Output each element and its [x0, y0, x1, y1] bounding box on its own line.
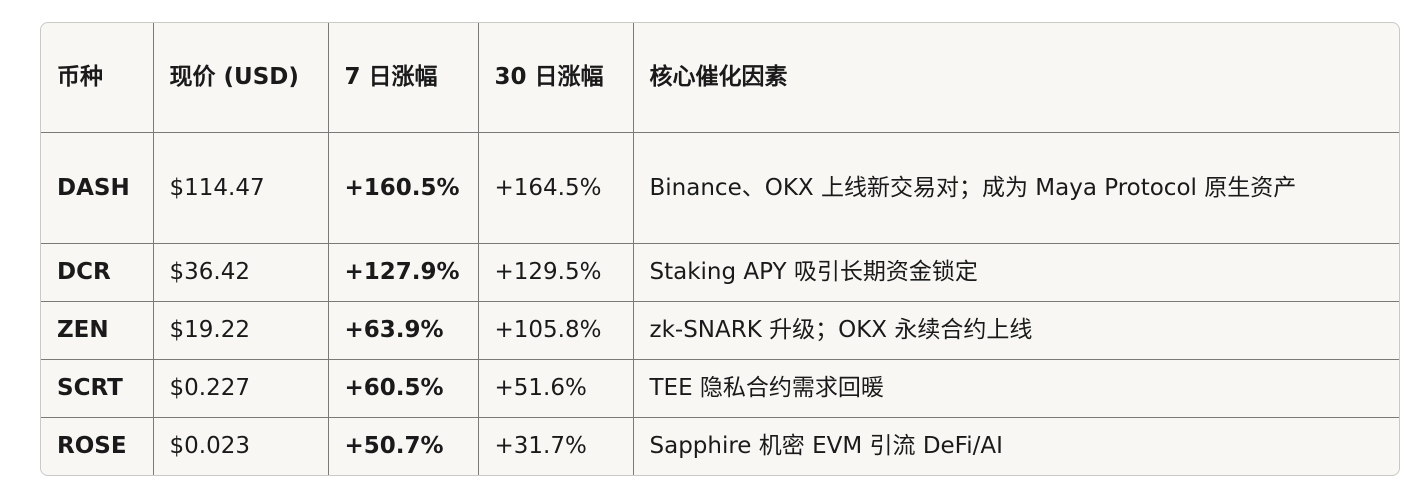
coin-cell: DASH — [41, 131, 154, 244]
7d-cell: +127.9% — [327, 242, 479, 302]
catalyst-cell: zk-SNARK 升级；OKX 永续合约上线 — [632, 300, 1399, 360]
crypto-table-container: 币种 现价 (USD) 7 日涨幅 30 日涨幅 核心催化因素 DASH $11… — [40, 22, 1400, 476]
price-cell: $0.227 — [152, 358, 329, 418]
header-price: 现价 (USD) — [152, 23, 329, 133]
7d-cell: +63.9% — [327, 300, 479, 360]
30d-cell: +164.5% — [477, 131, 634, 244]
catalyst-cell: Sapphire 机密 EVM 引流 DeFi/AI — [632, 416, 1399, 475]
header-coin: 币种 — [41, 23, 154, 133]
30d-cell: +31.7% — [477, 416, 634, 475]
catalyst-cell: Staking APY 吸引长期资金锁定 — [632, 242, 1399, 302]
7d-cell: +160.5% — [327, 131, 479, 244]
coin-cell: SCRT — [41, 358, 154, 418]
price-cell: $19.22 — [152, 300, 329, 360]
price-cell: $36.42 — [152, 242, 329, 302]
table-row: DCR $36.42 +127.9% +129.5% Staking APY 吸… — [41, 242, 1399, 302]
price-cell: $114.47 — [152, 131, 329, 244]
coin-cell: DCR — [41, 242, 154, 302]
header-30d: 30 日涨幅 — [477, 23, 634, 133]
table-row: DASH $114.47 +160.5% +164.5% Binance、OKX… — [41, 131, 1399, 244]
coin-cell: ROSE — [41, 416, 154, 475]
crypto-gains-table: 币种 现价 (USD) 7 日涨幅 30 日涨幅 核心催化因素 DASH $11… — [41, 23, 1399, 475]
7d-cell: +50.7% — [327, 416, 479, 475]
30d-cell: +129.5% — [477, 242, 634, 302]
catalyst-cell: Binance、OKX 上线新交易对；成为 Maya Protocol 原生资产 — [632, 131, 1399, 244]
coin-cell: ZEN — [41, 300, 154, 360]
price-cell: $0.023 — [152, 416, 329, 475]
30d-cell: +105.8% — [477, 300, 634, 360]
table-row: SCRT $0.227 +60.5% +51.6% TEE 隐私合约需求回暖 — [41, 358, 1399, 418]
header-row: 币种 现价 (USD) 7 日涨幅 30 日涨幅 核心催化因素 — [41, 23, 1399, 133]
catalyst-cell: TEE 隐私合约需求回暖 — [632, 358, 1399, 418]
header-7d: 7 日涨幅 — [327, 23, 479, 133]
table-row: ROSE $0.023 +50.7% +31.7% Sapphire 机密 EV… — [41, 416, 1399, 475]
30d-cell: +51.6% — [477, 358, 634, 418]
7d-cell: +60.5% — [327, 358, 479, 418]
table-row: ZEN $19.22 +63.9% +105.8% zk-SNARK 升级；OK… — [41, 300, 1399, 360]
header-catalyst: 核心催化因素 — [632, 23, 1399, 133]
